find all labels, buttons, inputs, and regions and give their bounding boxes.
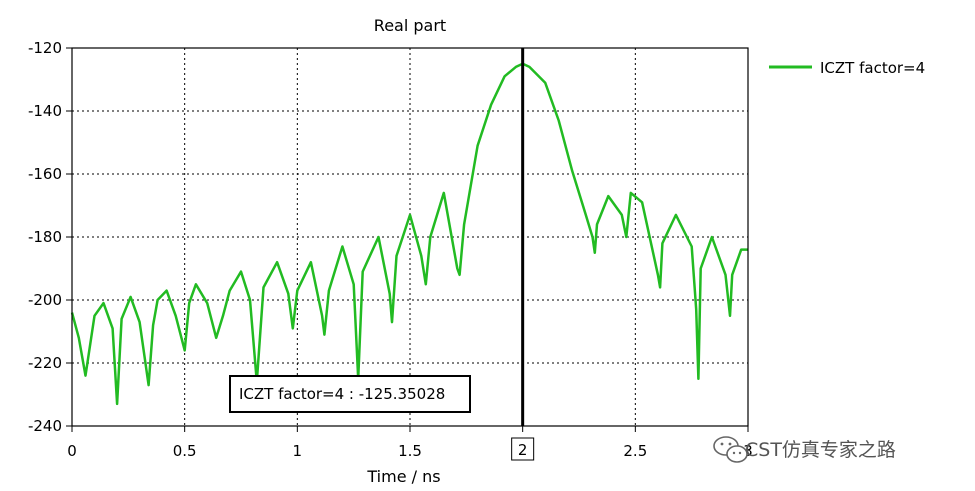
x-tick-label: 1.5 — [398, 442, 422, 460]
annotation-text: ICZT factor=4 : -125.35028 — [239, 385, 445, 403]
series-layer — [70, 62, 748, 406]
annotation-box[interactable] — [229, 375, 471, 413]
y-tick-label: -120 — [28, 39, 62, 57]
value-annotation[interactable]: ICZT factor=4 : -125.35028 — [229, 375, 471, 413]
cursor-marker[interactable]: 2 — [511, 437, 535, 461]
y-tick-label: -180 — [28, 228, 62, 246]
legend: ICZT factor=4 — [769, 59, 925, 77]
y-tick-label: -140 — [28, 102, 62, 120]
y-tick-label: -220 — [28, 354, 62, 372]
x-tick-label: 3 — [743, 442, 753, 460]
y-axis-ticks: -120 -140 -160 -180 -200 -220 -240 — [28, 39, 72, 435]
cursor-value-box[interactable] — [511, 437, 535, 461]
x-tick-label: 0 — [67, 442, 77, 460]
legend-label: ICZT factor=4 — [820, 59, 925, 77]
x-axis-title: Time / ns — [366, 467, 440, 486]
watermark: CST仿真专家之路 — [713, 436, 896, 463]
cursor-value-label: 2 — [518, 441, 528, 459]
watermark-text: CST仿真专家之路 — [745, 439, 896, 461]
x-tick-label: 2.5 — [623, 442, 647, 460]
chart-title: Real part — [374, 16, 446, 35]
wechat-icon — [713, 436, 748, 463]
y-tick-label: -240 — [28, 417, 62, 435]
x-tick-label: 1 — [293, 442, 303, 460]
y-tick-label: -160 — [28, 165, 62, 183]
x-tick-label: 0.5 — [173, 442, 197, 460]
series-line-iczt-factor-4 — [70, 62, 748, 406]
y-tick-label: -200 — [28, 291, 62, 309]
x-axis-ticks: 0 0.5 1 1.5 2.5 3 — [67, 426, 753, 460]
